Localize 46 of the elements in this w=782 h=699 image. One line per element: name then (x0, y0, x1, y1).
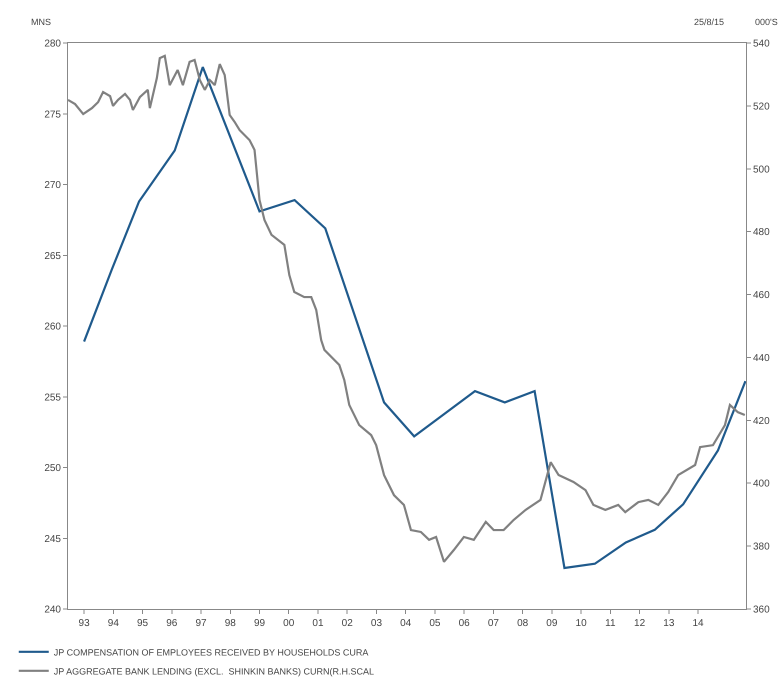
x-tick-label: 11 (605, 618, 616, 629)
y2-tick-label: 460 (753, 290, 770, 302)
x-tick-label: 93 (78, 618, 90, 629)
x-tick-label: 94 (108, 618, 120, 629)
y-tick-label: 240 (44, 604, 62, 616)
x-tick-label: 13 (663, 618, 675, 629)
x-tick-label: 09 (546, 618, 558, 629)
y-tick-label: 260 (44, 322, 62, 332)
y2-tick-label: 400 (753, 478, 770, 490)
y2-tick-label: 480 (753, 227, 770, 238)
y2-tick-label: 520 (753, 101, 770, 112)
y2-tick-label: 420 (753, 416, 770, 427)
x-tick-label: 01 (312, 618, 324, 629)
y-tick-label: 280 (44, 38, 62, 50)
x-tick-label: 06 (458, 618, 470, 629)
y2-tick-label: 360 (753, 604, 770, 616)
y-tick-label: 265 (44, 250, 62, 262)
x-tick-label: 97 (195, 618, 208, 629)
x-tick-label: 08 (517, 618, 529, 629)
x-tick-label: 07 (488, 618, 500, 629)
x-tick-label: 05 (429, 618, 441, 629)
y2-tick-label: 440 (753, 352, 770, 364)
x-tick-label: 99 (254, 618, 266, 629)
legend-label: JP COMPENSATION OF EMPLOYEES RECEIVED BY HOUSEHOLDS CURA (54, 647, 368, 658)
x-tick-label: 03 (370, 618, 382, 629)
x-tick-label: 12 (634, 618, 646, 629)
x-tick-label: 95 (136, 618, 149, 629)
y2-tick-label: 500 (753, 164, 770, 176)
text: 25/8/15 (694, 17, 724, 27)
y2-tick-label: 380 (753, 542, 770, 553)
y-tick-label: 245 (44, 534, 62, 545)
y-axis-title: MNS (31, 17, 51, 27)
x-tick-label: 14 (692, 618, 704, 629)
x-tick-label: 10 (576, 618, 588, 629)
legend-label: JP AGGREGATE BANK LENDING (EXCL. SHINKIN BANKS) CURN(R.H.SCAL (54, 666, 374, 676)
x-tick-label: 02 (342, 618, 354, 629)
y-tick-label: 250 (44, 463, 62, 474)
y2-tick-label: 540 (753, 38, 770, 50)
y-tick-label: 255 (44, 392, 62, 404)
x-tick-label: 98 (224, 618, 236, 629)
y2-axis-title: 000'S (755, 17, 778, 27)
x-tick-label: 00 (283, 618, 295, 629)
y-tick-label: 270 (44, 180, 62, 191)
x-tick-label: 96 (166, 618, 178, 629)
y-tick-label: 275 (44, 109, 62, 120)
x-tick-label: 04 (400, 618, 412, 629)
